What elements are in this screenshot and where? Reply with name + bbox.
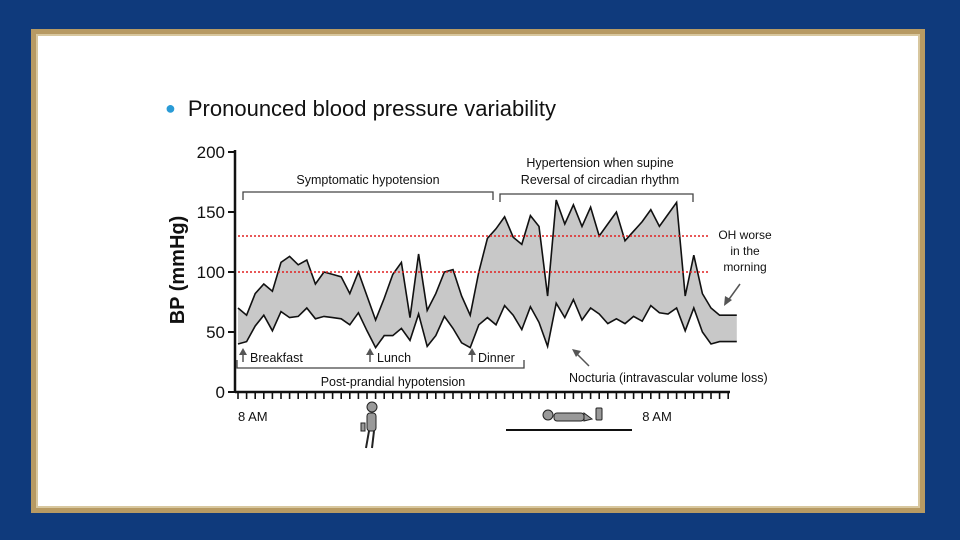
nocturia-label: Nocturia (intravascular volume loss) [569, 371, 768, 385]
bp-range-band [238, 200, 737, 348]
x-tick-label: 8 AM [642, 409, 672, 424]
systolic-line [237, 199, 737, 323]
y-tick-label: 200 [197, 143, 225, 162]
postprandial-label: Post-prandial hypotension [321, 375, 466, 389]
oh-worse-label-2: in the [730, 244, 760, 258]
y-tick-label: 0 [216, 383, 225, 402]
y-tick-label: 100 [197, 263, 225, 282]
oh-worse-arrowhead-icon [724, 296, 732, 306]
oh-worse-label-3: morning [723, 260, 766, 274]
breakfast-arrowhead-icon [239, 348, 247, 355]
bullet-text: Pronounced blood pressure variability [187, 96, 556, 121]
x-tick-label: 8 AM [238, 409, 268, 424]
y-tick-label: 150 [197, 203, 225, 222]
slide-bullet: ● Pronounced blood pressure variability [165, 96, 556, 122]
dinner-label: Dinner [478, 351, 515, 365]
standing-person-icon [360, 401, 378, 449]
lunch-arrowhead-icon [366, 348, 374, 355]
diastolic-line [237, 297, 737, 350]
symptomatic-label: Symptomatic hypotension [296, 173, 439, 187]
oh-worse-label-1: OH worse [718, 228, 772, 242]
reversal-label: Reversal of circadian rhythm [521, 173, 679, 187]
bullet-dot-icon: ● [165, 98, 176, 118]
postprandial-bracket [236, 360, 525, 369]
y-tick-label: 50 [206, 323, 225, 342]
lunch-label: Lunch [377, 351, 411, 365]
symptomatic-bracket [242, 191, 494, 200]
hypertension-supine-label: Hypertension when supine [526, 156, 673, 170]
dinner-arrowhead-icon [468, 348, 476, 355]
supine-bracket [499, 193, 694, 202]
y-axis-label: BP (mmHg) [167, 216, 189, 325]
lying-person-icon [542, 407, 603, 422]
slide-canvas [38, 36, 918, 506]
nocturia-arrowhead-icon [572, 349, 581, 357]
breakfast-label: Breakfast [250, 351, 303, 365]
